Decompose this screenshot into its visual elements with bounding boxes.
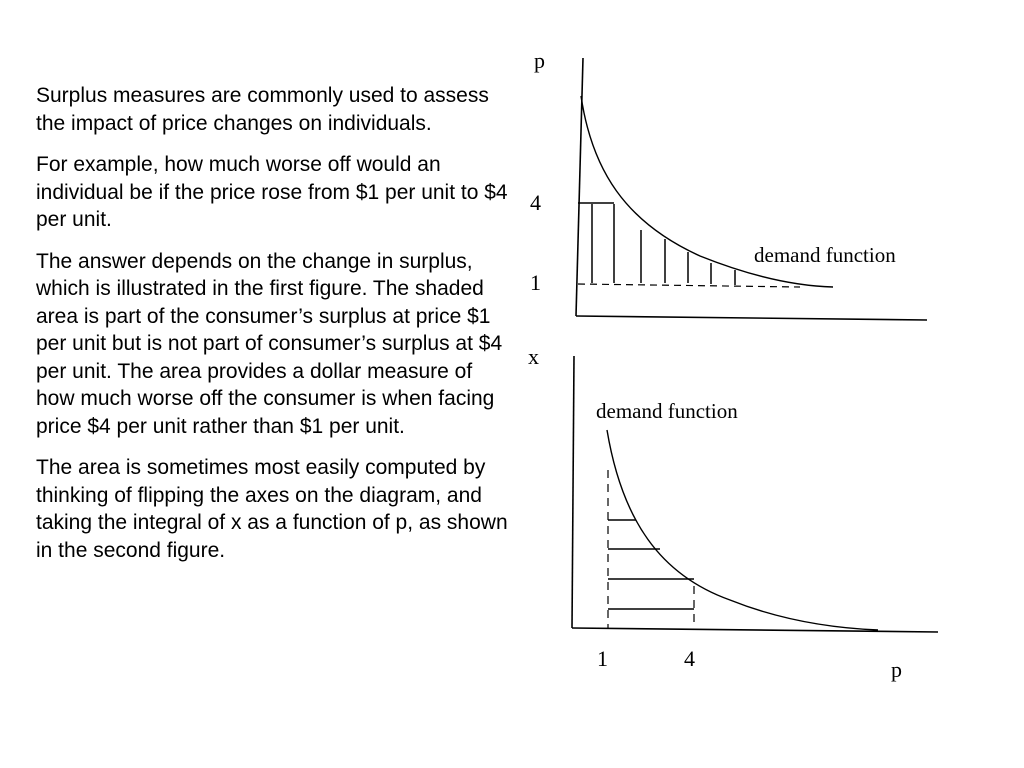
fig2-vertical-axis — [571, 355, 575, 629]
explanation-text: Surplus measures are commonly used to as… — [36, 82, 514, 578]
fig1-x-axis-label: x — [528, 344, 539, 369]
paragraph-example: For example, how much worse off would an… — [36, 153, 508, 231]
fig2-curve-label: demand function — [596, 399, 738, 423]
fig2-hatching — [608, 519, 694, 610]
fig2-x-axis-label: p — [891, 657, 902, 682]
fig1-tick-4: 4 — [530, 190, 541, 215]
fig1-vertical-axis — [575, 57, 584, 317]
fig1-hatching — [591, 204, 736, 285]
fig1-demand-curve — [580, 95, 834, 288]
paragraph-integral: The area is sometimes most easily comput… — [36, 456, 508, 562]
fig1-tick-1: 1 — [530, 270, 541, 295]
fig1-curve-label: demand function — [754, 243, 896, 267]
paragraph-answer: The answer depends on the change in surp… — [36, 249, 503, 438]
fig2-tick-4: 4 — [684, 646, 695, 671]
fig1-price-1-dashed-line — [577, 283, 801, 288]
fig1-y-axis-label: p — [534, 48, 545, 73]
fig1-horizontal-axis — [575, 315, 928, 321]
fig2-horizontal-axis — [571, 627, 939, 633]
figure-price-quantity — [575, 57, 928, 321]
paragraph-intro: Surplus measures are commonly used to as… — [36, 84, 489, 135]
figure-quantity-price — [571, 355, 939, 633]
fig2-tick-1: 1 — [597, 646, 608, 671]
fig2-demand-curve — [606, 429, 879, 631]
